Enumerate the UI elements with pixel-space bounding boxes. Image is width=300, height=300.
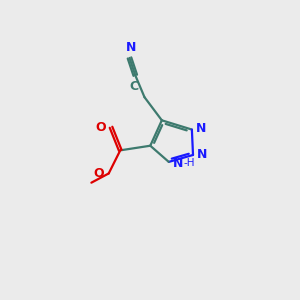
Text: C: C bbox=[130, 80, 139, 93]
Text: N: N bbox=[125, 41, 136, 54]
Text: O: O bbox=[96, 121, 106, 134]
Text: N: N bbox=[196, 122, 206, 135]
Text: N: N bbox=[173, 157, 183, 169]
Text: O: O bbox=[94, 167, 104, 180]
Text: -H: -H bbox=[183, 158, 195, 168]
Text: N: N bbox=[197, 148, 208, 161]
